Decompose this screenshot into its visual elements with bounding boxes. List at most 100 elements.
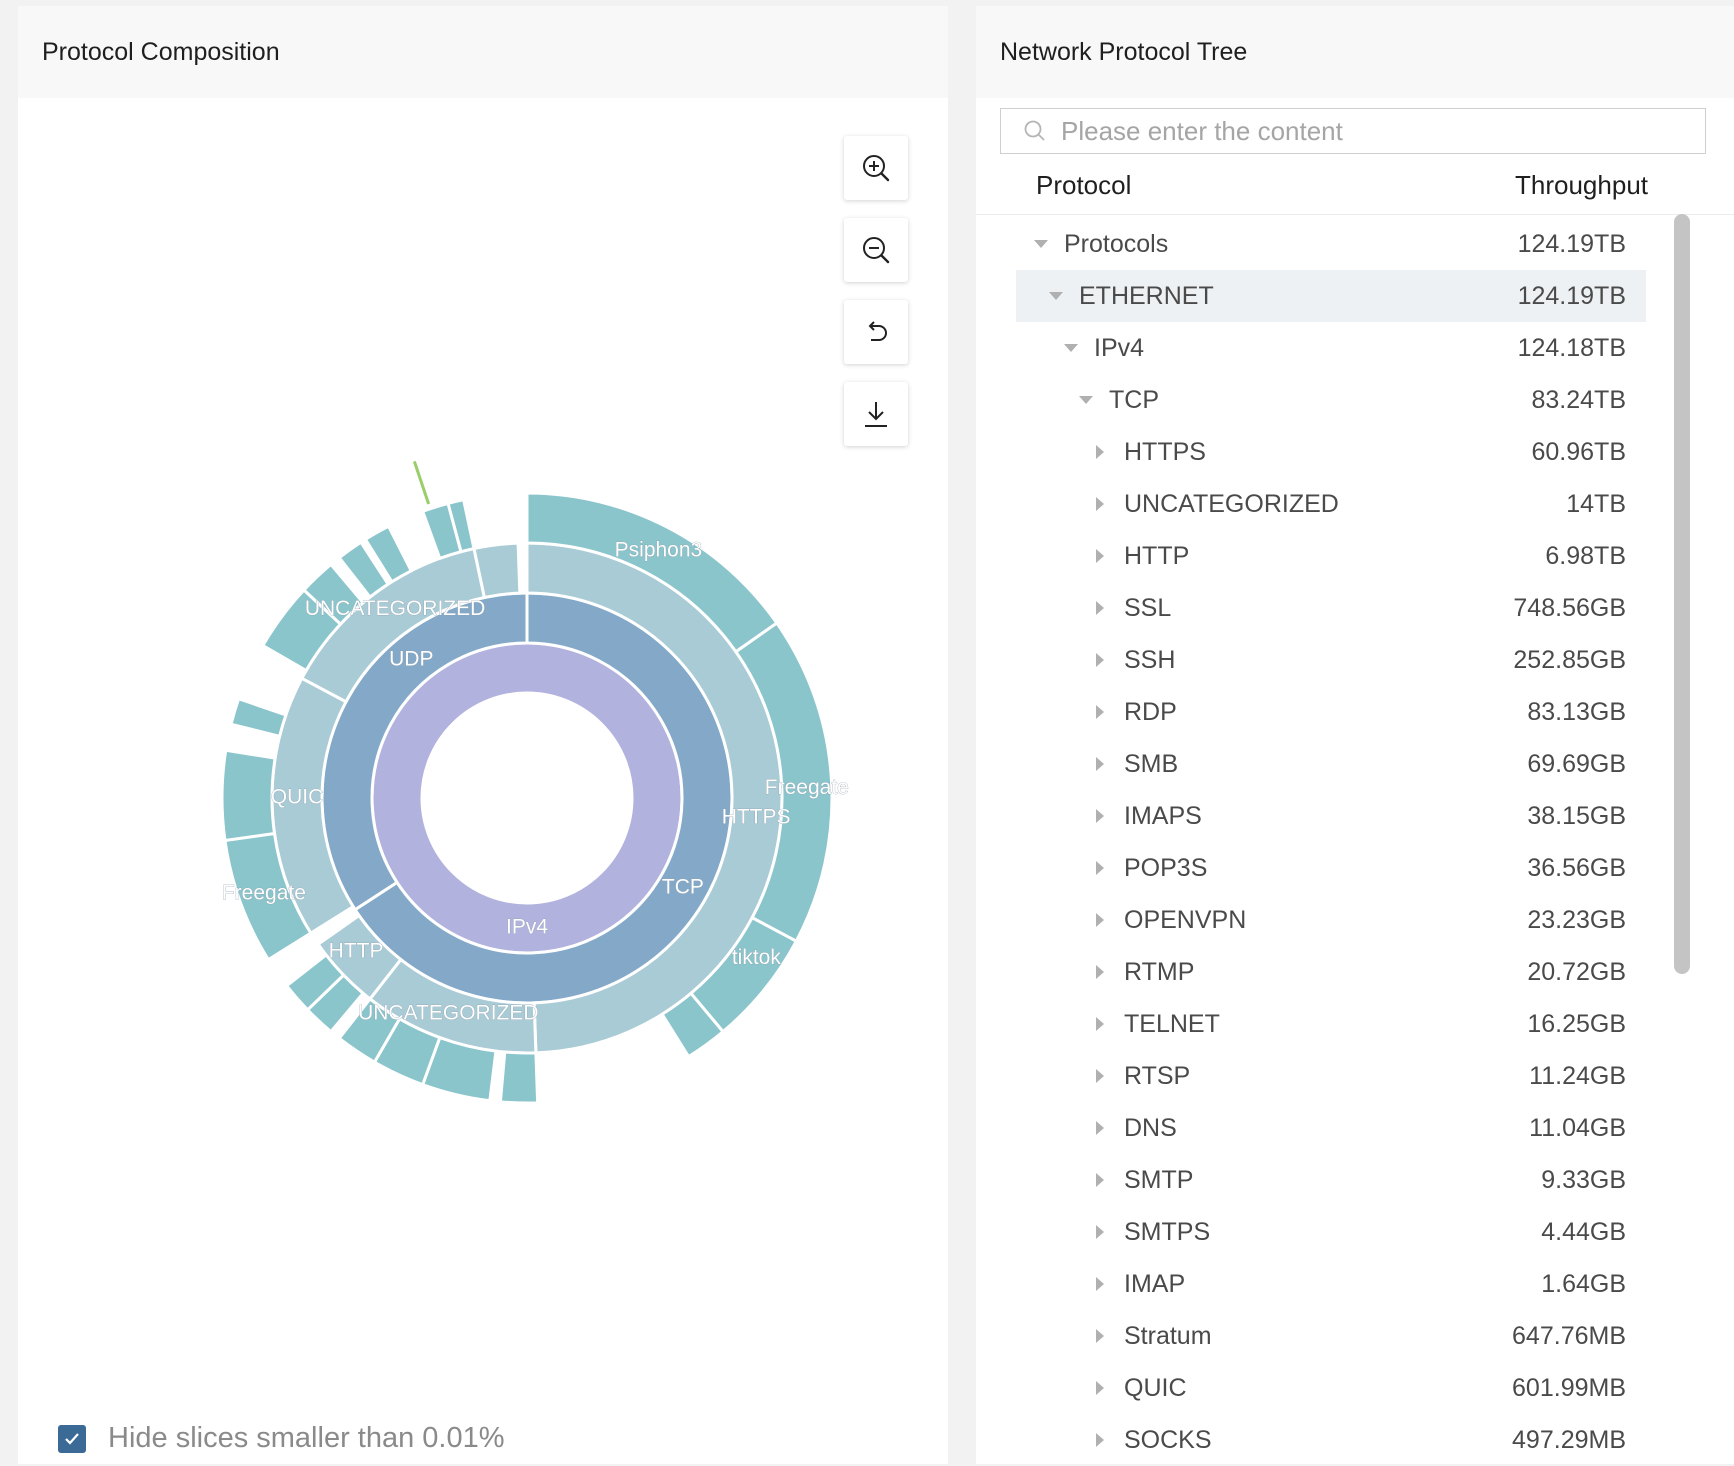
caret-right-icon[interactable] bbox=[1096, 497, 1104, 511]
caret-right-icon[interactable] bbox=[1096, 1225, 1104, 1239]
tree-row-throughput: 23.23GB bbox=[1527, 905, 1626, 934]
tree-row[interactable]: RDP 83.13GB bbox=[1016, 686, 1646, 738]
tree-row[interactable]: IMAPS 38.15GB bbox=[1016, 790, 1646, 842]
search-box[interactable] bbox=[1000, 108, 1706, 154]
tree-row[interactable]: SOCKS 497.29MB bbox=[1016, 1414, 1646, 1466]
caret-down-icon[interactable] bbox=[1064, 344, 1078, 352]
download-icon bbox=[865, 402, 887, 427]
sunburst-slice-small-l4[interactable] bbox=[284, 952, 346, 1012]
tree-row-throughput: 69.69GB bbox=[1527, 749, 1626, 778]
zoom-out-button[interactable] bbox=[844, 218, 908, 282]
tree-row-label: HTTP bbox=[1124, 541, 1190, 570]
protocol-column-header[interactable]: Protocol bbox=[1036, 170, 1132, 200]
caret-right-icon[interactable] bbox=[1096, 1069, 1104, 1083]
caret-right-icon[interactable] bbox=[1096, 1433, 1104, 1447]
caret-right-icon[interactable] bbox=[1096, 965, 1104, 979]
tree-row[interactable]: UNCATEGORIZED 14TB bbox=[1016, 478, 1646, 530]
protocol-composition-panel: Protocol Composition IPv4 TCP UDP HTTPS UNCA… bbox=[18, 6, 948, 1464]
tree-row-throughput: 36.56GB bbox=[1527, 853, 1626, 882]
tree-row[interactable]: HTTP 6.98TB bbox=[1016, 530, 1646, 582]
sunburst-slice-small-l4[interactable] bbox=[498, 1050, 540, 1105]
tree-row-throughput: 11.04GB bbox=[1529, 1113, 1626, 1142]
caret-right-icon[interactable] bbox=[1096, 861, 1104, 875]
tree-row[interactable]: TELNET 16.25GB bbox=[1016, 998, 1646, 1050]
reset-button[interactable] bbox=[844, 300, 908, 364]
tree-row[interactable]: POP3S 36.56GB bbox=[1016, 842, 1646, 894]
sunburst-slice-small-l4[interactable] bbox=[337, 540, 391, 600]
tree-row-label: SSH bbox=[1124, 645, 1176, 674]
caret-right-icon[interactable] bbox=[1096, 1173, 1104, 1187]
download-button[interactable] bbox=[844, 382, 908, 446]
sunburst-slice-small-l4[interactable] bbox=[363, 524, 414, 584]
tree-row[interactable]: DNS 11.04GB bbox=[1016, 1102, 1646, 1154]
tree-row-throughput: 4.44GB bbox=[1541, 1217, 1626, 1246]
caret-right-icon[interactable] bbox=[1096, 445, 1104, 459]
caret-right-icon[interactable] bbox=[1096, 1277, 1104, 1291]
tree-row[interactable]: SSL 748.56GB bbox=[1016, 582, 1646, 634]
tree-row-label: OPENVPN bbox=[1124, 905, 1247, 934]
caret-right-icon[interactable] bbox=[1096, 653, 1104, 667]
caret-right-icon[interactable] bbox=[1096, 1017, 1104, 1031]
tree-row[interactable]: SSH 252.85GB bbox=[1016, 634, 1646, 686]
tree-row-label: Stratum bbox=[1124, 1321, 1212, 1350]
tree-row-throughput: 83.24TB bbox=[1531, 385, 1626, 414]
sunburst-accent-slice[interactable] bbox=[412, 460, 431, 505]
sunburst-slice-small-l3[interactable] bbox=[472, 541, 522, 600]
tree-row[interactable]: SMB 69.69GB bbox=[1016, 738, 1646, 790]
tree-row[interactable]: Protocols 124.19TB bbox=[1016, 218, 1646, 270]
tree-scrollbar[interactable] bbox=[1674, 214, 1690, 974]
tree-row[interactable]: Stratum 647.76MB bbox=[1016, 1310, 1646, 1362]
tree-row[interactable]: IPv4 124.18TB bbox=[1016, 322, 1646, 374]
caret-right-icon[interactable] bbox=[1096, 913, 1104, 927]
hide-small-slices-checkbox[interactable] bbox=[58, 1424, 86, 1453]
sunburst-chart[interactable]: IPv4 TCP UDP HTTPS UNCATEGORIZED HTTP QUIC UNCA… bbox=[18, 98, 948, 1398]
tree-row[interactable]: ETHERNET 124.19TB bbox=[1016, 270, 1646, 322]
throughput-column-header[interactable]: Throughput bbox=[1515, 170, 1648, 200]
sunburst-label: tiktok bbox=[732, 946, 782, 969]
sunburst-slice-small-l4[interactable] bbox=[229, 696, 288, 739]
caret-right-icon[interactable] bbox=[1096, 1329, 1104, 1343]
caret-down-icon[interactable] bbox=[1049, 292, 1063, 300]
tree-row-throughput: 124.19TB bbox=[1517, 281, 1626, 310]
tree-row-throughput: 1.64GB bbox=[1541, 1269, 1626, 1298]
tree-row-label: TELNET bbox=[1124, 1009, 1220, 1038]
caret-down-icon[interactable] bbox=[1034, 240, 1048, 248]
caret-right-icon[interactable] bbox=[1096, 549, 1104, 563]
tree-row-label: SOCKS bbox=[1124, 1425, 1212, 1454]
tree-row[interactable]: IMAP 1.64GB bbox=[1016, 1258, 1646, 1310]
caret-right-icon[interactable] bbox=[1096, 601, 1104, 615]
tree-row-label: HTTPS bbox=[1124, 437, 1206, 466]
caret-down-icon[interactable] bbox=[1079, 396, 1093, 404]
sunburst-slice-small-l4[interactable] bbox=[220, 748, 277, 843]
tree-row-throughput: 11.24GB bbox=[1529, 1061, 1626, 1090]
zoom-in-button[interactable] bbox=[844, 136, 908, 200]
caret-right-icon[interactable] bbox=[1096, 757, 1104, 771]
tree-row[interactable]: HTTPS 60.96TB bbox=[1016, 426, 1646, 478]
sunburst-slice-ipv4-l1[interactable] bbox=[370, 641, 684, 955]
caret-right-icon[interactable] bbox=[1096, 809, 1104, 823]
caret-right-icon[interactable] bbox=[1096, 1381, 1104, 1395]
sunburst-label: HTTP bbox=[329, 939, 384, 962]
tree-row-throughput: 38.15GB bbox=[1527, 801, 1626, 830]
sunburst-slice-small-l4[interactable] bbox=[301, 562, 366, 627]
tree-row[interactable]: QUIC 601.99MB bbox=[1016, 1362, 1646, 1414]
caret-right-icon[interactable] bbox=[1096, 1121, 1104, 1135]
sunburst-slice-small-l4[interactable] bbox=[660, 991, 726, 1059]
tree-row[interactable]: RTMP 20.72GB bbox=[1016, 946, 1646, 998]
panel-header: Protocol Composition bbox=[18, 6, 948, 98]
tree-row[interactable]: RTSP 11.24GB bbox=[1016, 1050, 1646, 1102]
tree-row-label: DNS bbox=[1124, 1113, 1177, 1142]
tree-row[interactable]: TCP 83.24TB bbox=[1016, 374, 1646, 426]
search-input[interactable] bbox=[1059, 114, 1663, 148]
tree-row-throughput: 20.72GB bbox=[1527, 957, 1626, 986]
tree-row-label: SMTPS bbox=[1124, 1217, 1211, 1246]
tree-row[interactable]: SMTP 9.33GB bbox=[1016, 1154, 1646, 1206]
zoom-in-icon bbox=[863, 155, 890, 182]
sunburst-slice-small-l4[interactable] bbox=[446, 497, 476, 554]
hide-small-slices-row[interactable]: Hide slices smaller than 0.01% bbox=[58, 1422, 505, 1455]
sunburst-slice-small-l4[interactable] bbox=[337, 996, 402, 1065]
tree-row[interactable]: SMTPS 4.44GB bbox=[1016, 1206, 1646, 1258]
tree-row[interactable]: OPENVPN 23.23GB bbox=[1016, 894, 1646, 946]
caret-right-icon[interactable] bbox=[1096, 705, 1104, 719]
tree-row-label: ETHERNET bbox=[1079, 281, 1214, 310]
